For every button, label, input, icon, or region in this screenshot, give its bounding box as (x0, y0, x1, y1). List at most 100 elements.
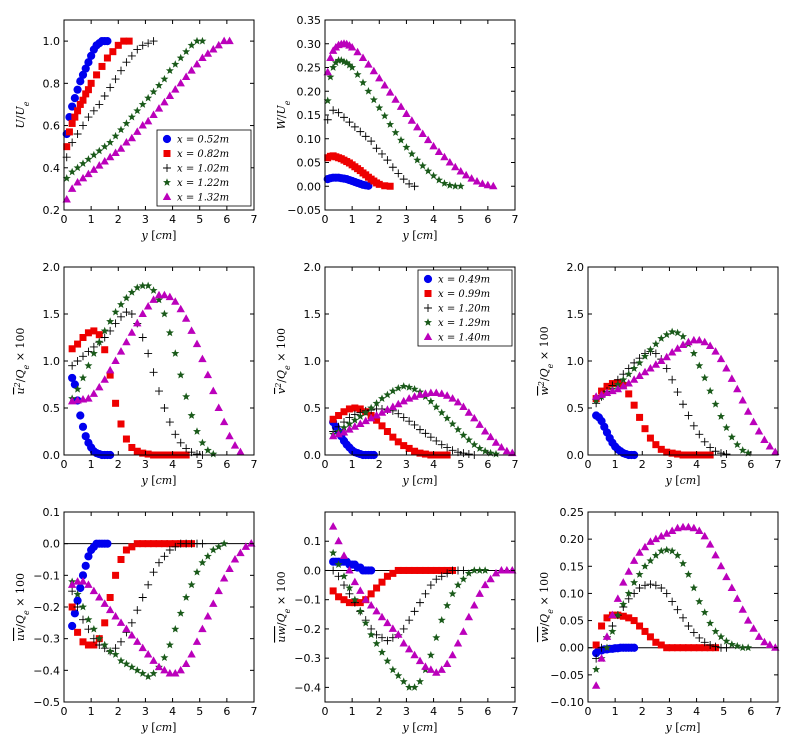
data-point (624, 567, 633, 575)
x-tick-label: 4 (430, 458, 437, 471)
x-tick-label: 2 (376, 705, 383, 718)
data-point (727, 583, 737, 591)
data-point (372, 606, 381, 615)
data-point (651, 360, 661, 368)
data-point (182, 392, 191, 401)
data-point (345, 419, 354, 428)
data-point (641, 425, 649, 433)
data-point (144, 281, 153, 290)
data-point (68, 621, 77, 631)
data-point (388, 624, 398, 632)
data-point (144, 349, 153, 358)
data-point (486, 432, 495, 441)
data-point (78, 173, 88, 182)
data-point (361, 618, 370, 627)
x-tick-label: 0 (61, 213, 68, 226)
data-point (79, 159, 87, 167)
data-point (73, 385, 82, 393)
data-point (73, 603, 82, 611)
data-point (662, 589, 671, 598)
data-point (651, 349, 660, 358)
data-point (765, 442, 775, 450)
data-point (133, 606, 142, 615)
data-point (411, 566, 419, 574)
data-point (394, 438, 402, 446)
chart-vv: 0 1 2 3 4 5 6 7 0.0 0.5 1.0 1.5 2.0 y [cm] v2/Qe × 100… (274, 261, 519, 487)
data-point (117, 556, 125, 563)
data-point (413, 122, 422, 131)
data-point (165, 292, 175, 301)
data-point (225, 431, 234, 440)
x-axis-label: y [cm] (402, 229, 438, 242)
data-point (103, 54, 111, 62)
data-point (684, 337, 693, 346)
chart-W: 0 1 2 3 4 5 6 7 −0.05 0.00 0.05 0.10 0.15 0.20 0.25 0.3… (275, 14, 519, 242)
data-point (689, 335, 699, 344)
x-tick-label: 0 (585, 458, 592, 471)
data-point (678, 522, 688, 531)
data-point (79, 602, 87, 611)
data-point (437, 615, 446, 624)
data-point (613, 610, 622, 619)
data-point (423, 135, 433, 144)
data-point (426, 581, 435, 590)
data-point (198, 558, 207, 567)
data-point (122, 624, 131, 633)
data-point (78, 422, 88, 431)
data-point (375, 180, 383, 188)
y-tick-label: 2.0 (43, 261, 61, 274)
legend-marker (163, 164, 171, 172)
data-point (410, 683, 419, 691)
data-point (100, 142, 109, 151)
data-point (410, 392, 419, 400)
data-point (95, 641, 104, 649)
data-point (219, 36, 229, 45)
data-point (689, 523, 699, 532)
data-point (328, 522, 338, 530)
data-point (203, 612, 213, 620)
data-point (79, 615, 87, 624)
data-point (432, 402, 441, 411)
data-point (461, 170, 471, 179)
data-point (71, 113, 79, 121)
data-point (418, 129, 427, 137)
x-tick-label: 7 (512, 213, 519, 226)
data-point (480, 580, 490, 589)
data-point (356, 607, 365, 615)
data-point (367, 590, 375, 598)
data-point (464, 435, 473, 444)
data-point (112, 399, 120, 407)
data-point (62, 194, 71, 203)
chart-uv: 0 1 2 3 4 5 6 7 −0.5 −0.4 −0.3 −0.2 −0.1 0.0 0.1 y [cm]… (14, 506, 258, 734)
data-point (340, 408, 348, 416)
data-point (679, 332, 687, 340)
data-point (187, 326, 196, 334)
data-point (198, 624, 207, 633)
data-point (127, 112, 136, 121)
x-tick-label: 3 (142, 213, 149, 226)
data-point (340, 113, 348, 122)
data-point (608, 610, 617, 619)
data-point (350, 422, 360, 430)
data-point (68, 102, 77, 111)
data-point (89, 165, 99, 173)
x-tick-label: 1 (88, 458, 95, 471)
data-point (722, 423, 731, 432)
data-point (388, 163, 397, 172)
data-point (405, 179, 414, 188)
data-point (133, 447, 141, 455)
data-point (166, 540, 174, 548)
data-point (486, 574, 495, 583)
data-point (754, 427, 764, 435)
data-point (171, 297, 180, 305)
data-point (74, 107, 82, 115)
data-point (646, 633, 654, 641)
data-point (641, 581, 649, 590)
data-point (591, 392, 601, 400)
data-point (133, 318, 142, 327)
data-point (79, 352, 87, 361)
data-point (171, 430, 180, 439)
data-point (662, 529, 671, 537)
data-point (160, 665, 169, 674)
data-point (214, 542, 223, 551)
